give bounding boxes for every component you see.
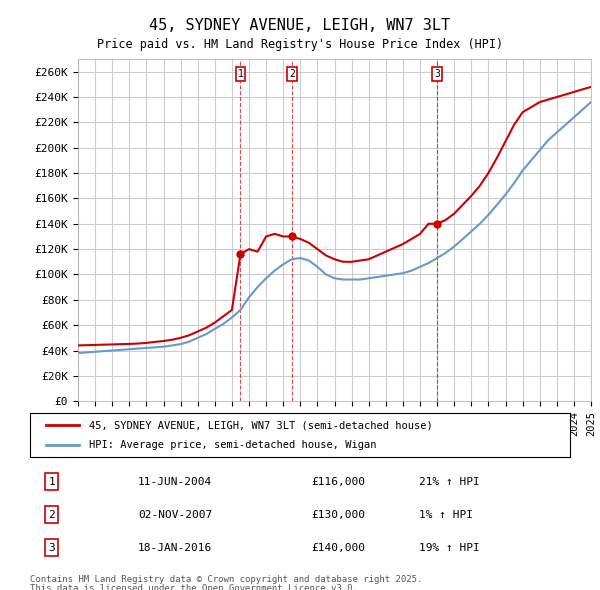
Text: 45, SYDNEY AVENUE, LEIGH, WN7 3LT: 45, SYDNEY AVENUE, LEIGH, WN7 3LT	[149, 18, 451, 32]
Text: 1% ↑ HPI: 1% ↑ HPI	[419, 510, 473, 520]
Text: Contains HM Land Registry data © Crown copyright and database right 2025.: Contains HM Land Registry data © Crown c…	[30, 575, 422, 584]
Text: 2: 2	[289, 69, 295, 79]
Text: 2: 2	[48, 510, 55, 520]
Text: 19% ↑ HPI: 19% ↑ HPI	[419, 543, 479, 553]
Text: £130,000: £130,000	[311, 510, 365, 520]
Text: 45, SYDNEY AVENUE, LEIGH, WN7 3LT (semi-detached house): 45, SYDNEY AVENUE, LEIGH, WN7 3LT (semi-…	[89, 421, 433, 430]
Text: £140,000: £140,000	[311, 543, 365, 553]
Text: 1: 1	[48, 477, 55, 487]
Text: Price paid vs. HM Land Registry's House Price Index (HPI): Price paid vs. HM Land Registry's House …	[97, 38, 503, 51]
Text: 3: 3	[48, 543, 55, 553]
Text: £116,000: £116,000	[311, 477, 365, 487]
Text: 21% ↑ HPI: 21% ↑ HPI	[419, 477, 479, 487]
Text: 02-NOV-2007: 02-NOV-2007	[138, 510, 212, 520]
Text: HPI: Average price, semi-detached house, Wigan: HPI: Average price, semi-detached house,…	[89, 440, 377, 450]
Text: 1: 1	[238, 69, 244, 79]
Text: 18-JAN-2016: 18-JAN-2016	[138, 543, 212, 553]
Text: 11-JUN-2004: 11-JUN-2004	[138, 477, 212, 487]
Text: 3: 3	[434, 69, 440, 79]
Text: This data is licensed under the Open Government Licence v3.0.: This data is licensed under the Open Gov…	[30, 584, 358, 590]
